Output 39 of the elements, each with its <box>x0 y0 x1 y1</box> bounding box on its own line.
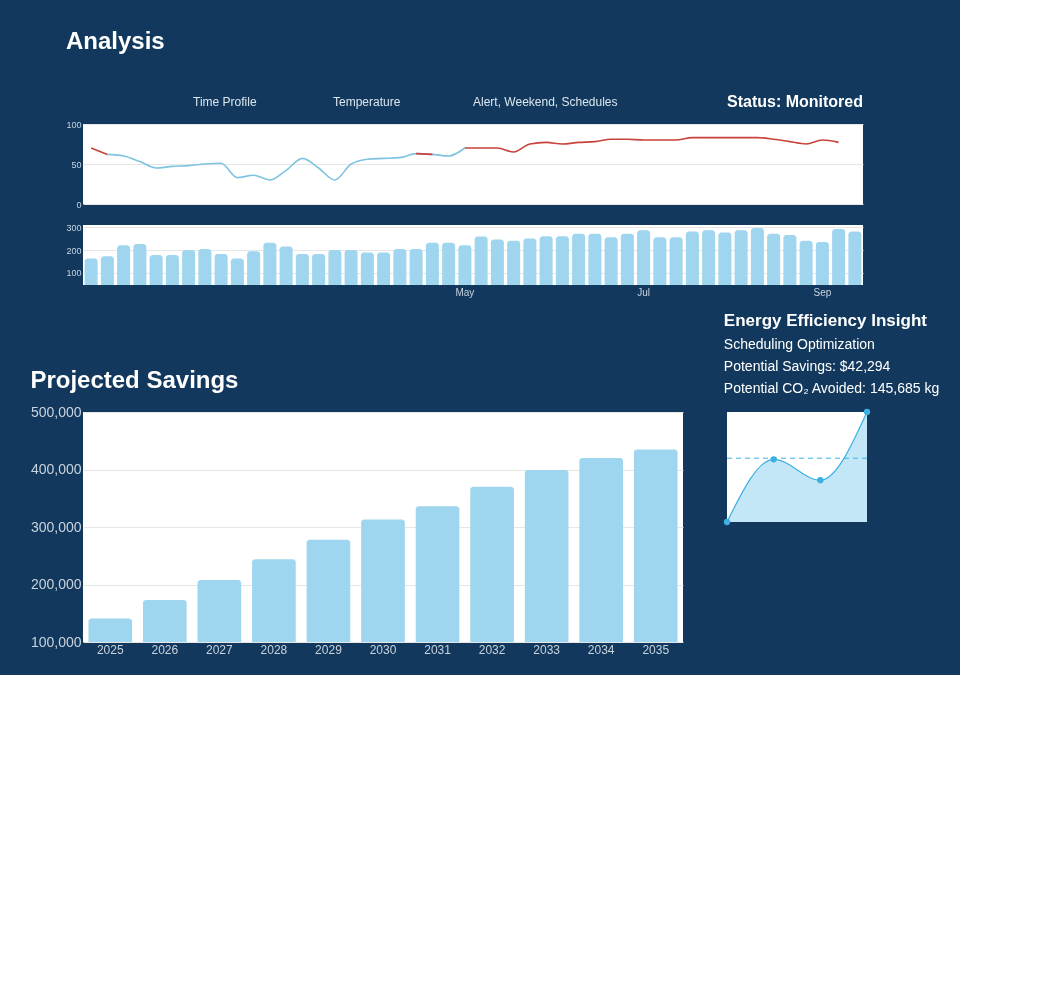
x-tick-label: 2031 <box>424 642 452 657</box>
text: Potential Savings: $42,294 <box>723 357 891 374</box>
text: Alert, Weekend, Schedules <box>473 95 618 109</box>
y-tick-label: 50 <box>71 159 82 170</box>
point <box>817 477 824 484</box>
point <box>723 518 731 526</box>
y-tick-label: 100,000 <box>30 633 82 650</box>
y-tick-label: 300,000 <box>30 518 82 535</box>
x-tick-label: 2025 <box>96 642 124 657</box>
text: Temperature <box>333 95 401 109</box>
x-tick-label: 2035 <box>642 642 670 657</box>
y-tick-label: 0 <box>76 199 82 210</box>
text: Time Profile <box>193 95 257 109</box>
y-tick-label: 100 <box>66 119 82 130</box>
y-tick-label: 200,000 <box>30 576 82 592</box>
x-tick-label: 2032 <box>478 642 506 657</box>
text: Status: Monitored <box>727 93 863 110</box>
line-series <box>106 147 466 181</box>
y-tick-label: 300 <box>66 222 82 233</box>
x-tick-label: 2026 <box>151 642 179 657</box>
x-tick-label: 2027 <box>206 642 234 657</box>
text: Scheduling Optimization <box>723 335 875 352</box>
point <box>863 408 871 416</box>
x-tick-label: May <box>455 286 475 298</box>
chart-title: Analysis <box>65 27 165 54</box>
chart-title: Projected Savings <box>30 366 239 393</box>
y-tick-label: 500,000 <box>30 403 82 420</box>
chart-title: Energy Efficiency Insight <box>723 310 928 330</box>
x-tick-label: Sep <box>813 286 832 298</box>
text: Potential CO₂ Avoided: 145,685 kg <box>723 379 940 396</box>
x-tick-label: 2034 <box>587 642 615 657</box>
x-tick-label: 2033 <box>533 642 561 657</box>
y-tick-label: 200 <box>66 245 82 256</box>
x-tick-label: 2030 <box>369 642 397 657</box>
y-tick-label: 400,000 <box>30 461 82 477</box>
y-tick-label: 100 <box>66 268 82 279</box>
x-tick-label: Jul <box>637 286 651 298</box>
x-tick-label: 2028 <box>260 642 288 657</box>
x-tick-label: 2029 <box>315 642 343 657</box>
